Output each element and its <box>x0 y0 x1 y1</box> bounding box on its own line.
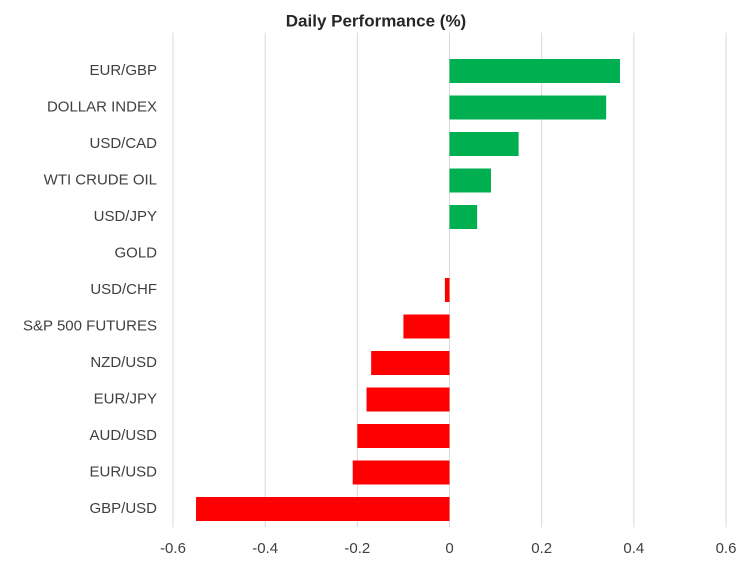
bar <box>449 168 491 193</box>
x-tick-label: 0.2 <box>531 540 552 557</box>
x-tick-label: -0.6 <box>160 540 186 557</box>
y-tick-label: USD/CHF <box>90 281 157 298</box>
bar <box>444 278 450 302</box>
y-tick-label: GOLD <box>114 244 157 261</box>
bar <box>449 59 621 83</box>
y-tick-label: USD/JPY <box>94 208 157 225</box>
bar <box>352 460 450 485</box>
y-tick-label: EUR/GBP <box>89 62 157 79</box>
y-tick-label: USD/CAD <box>89 135 157 152</box>
bar <box>371 351 450 375</box>
x-tick-label: 0.4 <box>623 540 644 557</box>
y-tick-label: EUR/USD <box>89 463 157 480</box>
x-tick-label: -0.2 <box>344 540 370 557</box>
y-tick-label: GBP/USD <box>89 500 157 517</box>
bar <box>449 205 478 229</box>
y-tick-label: AUD/USD <box>89 427 157 444</box>
bar <box>403 314 450 339</box>
y-tick-label: S&P 500 FUTURES <box>23 317 157 334</box>
y-tick-label: WTI CRUDE OIL <box>44 171 157 188</box>
x-tick-label: -0.4 <box>252 540 278 557</box>
y-tick-label: NZD/USD <box>90 354 157 371</box>
bar <box>449 132 519 156</box>
bar <box>366 387 450 412</box>
bar <box>357 424 450 448</box>
bar <box>196 497 450 521</box>
x-tick-label: 0.6 <box>716 540 737 557</box>
y-tick-label: EUR/JPY <box>94 390 157 407</box>
bar <box>449 95 607 120</box>
x-tick-label: 0 <box>445 540 453 557</box>
y-tick-label: DOLLAR INDEX <box>47 98 157 115</box>
chart-title: Daily Performance (%) <box>286 11 466 30</box>
